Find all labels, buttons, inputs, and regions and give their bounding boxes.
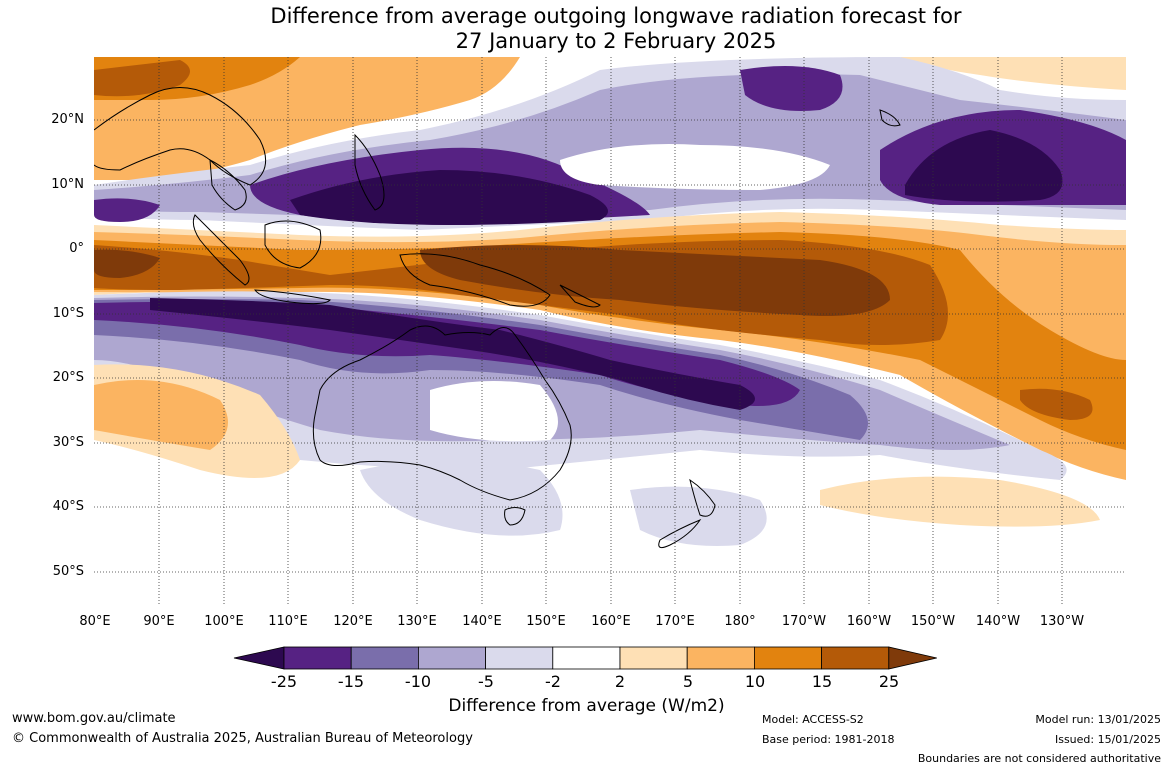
lon-label-130w: 130°W bbox=[1039, 614, 1085, 629]
base-period: Base period: 1981-2018 bbox=[762, 733, 895, 746]
lon-label-90e: 90°E bbox=[143, 614, 175, 629]
western-negative-patch bbox=[94, 198, 160, 222]
north-pacific-negative bbox=[740, 66, 843, 111]
lat-label-equator: 0° bbox=[69, 241, 84, 256]
lon-label-140w: 140°W bbox=[975, 614, 1021, 629]
central-pacific-white-gap bbox=[560, 144, 830, 190]
north-tropical-negative-core bbox=[290, 170, 608, 225]
philippines-coast bbox=[354, 133, 385, 211]
lon-label-160w: 160°W bbox=[846, 614, 892, 629]
lat-label-20s: 20°S bbox=[52, 370, 84, 385]
sw-positive-strong bbox=[94, 380, 228, 450]
lat-label-40s: 40°S bbox=[52, 499, 84, 514]
anomaly-field bbox=[94, 57, 1126, 605]
lon-label-160e: 160°E bbox=[591, 614, 631, 629]
asia-coast bbox=[94, 87, 267, 186]
south-negative-core bbox=[150, 298, 755, 410]
boundaries-disclaimer: Boundaries are not considered authoritat… bbox=[917, 752, 1161, 765]
colorbar-title: Difference from average (W/m2) bbox=[448, 696, 725, 716]
lon-label-110e: 110°E bbox=[268, 614, 308, 629]
model-run-date: Model run: 13/01/2025 bbox=[1035, 713, 1161, 726]
hawaii-coast bbox=[879, 109, 901, 127]
lat-label-50s: 50°S bbox=[52, 564, 84, 579]
indochina-coast bbox=[209, 159, 247, 211]
central-white-south bbox=[430, 381, 558, 442]
new-zealand-north bbox=[689, 478, 716, 517]
lon-label-170w: 170°W bbox=[781, 614, 827, 629]
map-title: Difference from average outgoing longwav… bbox=[0, 4, 1173, 54]
copyright-text: © Commonwealth of Australia 2025, Austra… bbox=[12, 731, 473, 746]
west-positive-peak bbox=[94, 249, 160, 278]
sumatra-coast bbox=[192, 214, 250, 286]
colorbar-tick: -10 bbox=[404, 672, 432, 691]
lon-label-120e: 120°E bbox=[333, 614, 373, 629]
title-line-1: Difference from average outgoing longwav… bbox=[270, 4, 962, 28]
lat-label-10s: 10°S bbox=[52, 306, 84, 321]
lat-label-10n: 10°N bbox=[51, 177, 84, 192]
new-zealand-south bbox=[658, 518, 702, 549]
south-negative-patch bbox=[360, 460, 563, 536]
lon-label-140e: 140°E bbox=[462, 614, 502, 629]
colorbar-tick: 2 bbox=[614, 672, 626, 691]
borneo-coast bbox=[264, 220, 322, 269]
issued-date: Issued: 15/01/2025 bbox=[1054, 733, 1161, 746]
solomon-coast bbox=[559, 284, 601, 308]
se-positive-peak bbox=[1020, 388, 1093, 420]
title-line-2: 27 January to 2 February 2025 bbox=[455, 29, 777, 53]
colorbar-tick: -15 bbox=[337, 672, 365, 691]
new-guinea-coast bbox=[399, 253, 551, 307]
ne-pale-region bbox=[900, 57, 1126, 90]
java-coast bbox=[254, 289, 331, 305]
colorbar-tick: 10 bbox=[744, 672, 766, 691]
lon-label-130e: 130°E bbox=[397, 614, 437, 629]
model-name: Model: ACCESS-S2 bbox=[762, 713, 864, 726]
colorbar-tick: -5 bbox=[478, 672, 494, 691]
australia-coast bbox=[312, 325, 572, 501]
colorbar-tick: 25 bbox=[878, 672, 900, 691]
lat-label-20n: 20°N bbox=[51, 112, 84, 127]
colorbar-tick: 5 bbox=[682, 672, 694, 691]
graticule bbox=[94, 57, 1126, 605]
tasmania-coast bbox=[504, 507, 526, 526]
se-pale-patch bbox=[820, 476, 1100, 527]
colorbar-tick: -2 bbox=[545, 672, 561, 691]
lon-label-100e: 100°E bbox=[204, 614, 244, 629]
ne-negative-core bbox=[905, 130, 1063, 202]
website-link[interactable]: www.bom.gov.au/climate bbox=[12, 711, 176, 726]
tasman-negative-patch bbox=[630, 486, 767, 546]
lon-label-80e: 80°E bbox=[79, 614, 111, 629]
colorbar-tick: -25 bbox=[270, 672, 298, 691]
lon-label-170e: 170°E bbox=[655, 614, 695, 629]
colorbar-tick: 15 bbox=[811, 672, 833, 691]
lon-label-180: 180° bbox=[724, 614, 756, 629]
coastlines bbox=[94, 87, 901, 549]
lon-label-150w: 150°W bbox=[910, 614, 956, 629]
lat-label-30s: 30°S bbox=[52, 435, 84, 450]
north-positive-core bbox=[94, 60, 190, 97]
lon-label-150e: 150°E bbox=[526, 614, 566, 629]
equatorial-positive-peak bbox=[420, 245, 890, 316]
